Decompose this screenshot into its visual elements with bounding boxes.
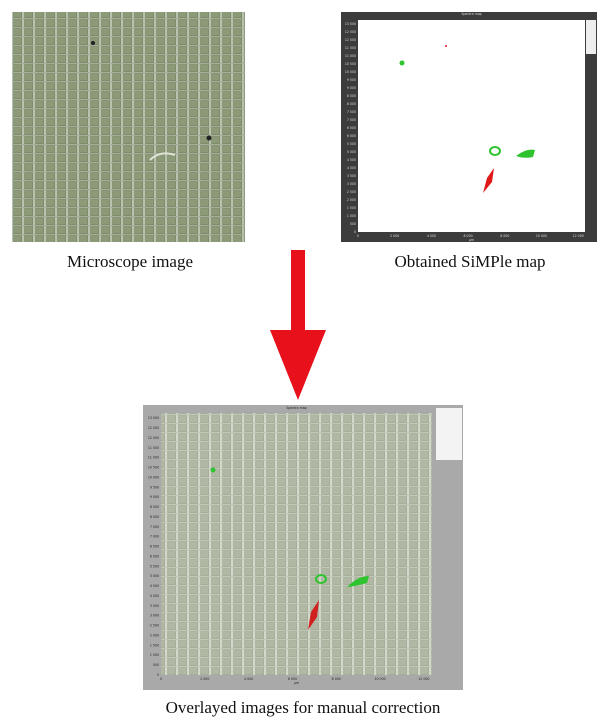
y-tick-label: 8 000 bbox=[347, 102, 356, 106]
y-tick-label: 1 000 bbox=[347, 214, 356, 218]
x-tick-label: 2 000 bbox=[200, 677, 209, 681]
x-tick-label: 12 000 bbox=[418, 677, 429, 681]
y-tick-label: 11 500 bbox=[148, 446, 159, 450]
x-tick-label: 10 000 bbox=[536, 234, 547, 238]
simple-map: Spectra map µm 0 2 000 4 000 6 000 8 000 10 000… bbox=[341, 12, 597, 242]
y-tick-label: 10 500 bbox=[148, 466, 159, 470]
x-axis-label: µm bbox=[294, 681, 299, 685]
green-particle bbox=[211, 468, 216, 473]
figure: Microscope image Spectra map µm 0 2 000 4 00… bbox=[0, 0, 608, 720]
y-tick-label: 5 000 bbox=[347, 150, 356, 154]
y-tick-label: 4 000 bbox=[347, 166, 356, 170]
y-tick-label: 8 500 bbox=[347, 94, 356, 98]
y-tick-label: 10 000 bbox=[148, 475, 159, 479]
caption: Microscope image bbox=[67, 252, 193, 271]
plot-area bbox=[358, 20, 585, 232]
caption: Overlayed images for manual correction bbox=[166, 698, 441, 717]
map-title: Spectra map bbox=[286, 406, 306, 410]
x-tick-label: 2 000 bbox=[390, 234, 399, 238]
y-tick-label: 2 500 bbox=[347, 190, 356, 194]
y-tick-label: 11 000 bbox=[345, 54, 356, 58]
x-tick-label: 6 000 bbox=[288, 677, 297, 681]
y-tick-label: 8 000 bbox=[150, 515, 159, 519]
caption: Obtained SiMPle map bbox=[394, 252, 545, 271]
y-tick-label: 6 000 bbox=[347, 134, 356, 138]
plot-area bbox=[161, 413, 432, 675]
particle bbox=[207, 136, 212, 141]
x-tick-label: 12 000 bbox=[573, 234, 584, 238]
y-tick-label: 500 bbox=[153, 663, 159, 667]
y-tick-label: 12 000 bbox=[148, 436, 159, 440]
y-tick-label: 0 bbox=[157, 673, 159, 677]
arrow bbox=[270, 250, 326, 400]
y-tick-label: 7 500 bbox=[347, 110, 356, 114]
y-tick-label: 4 500 bbox=[150, 584, 159, 588]
y-tick-label: 2 000 bbox=[347, 198, 356, 202]
y-tick-label: 12 500 bbox=[148, 426, 159, 430]
legend bbox=[436, 408, 462, 460]
y-tick-label: 2 000 bbox=[150, 633, 159, 637]
y-tick-label: 11 000 bbox=[148, 456, 159, 460]
y-tick-label: 500 bbox=[350, 222, 356, 226]
y-tick-label: 3 000 bbox=[347, 182, 356, 186]
particle bbox=[445, 45, 447, 47]
y-tick-label: 11 500 bbox=[345, 46, 356, 50]
y-tick-label: 7 000 bbox=[150, 535, 159, 539]
x-axis-label: µm bbox=[469, 238, 474, 242]
y-tick-label: 2 500 bbox=[150, 624, 159, 628]
microscope-image bbox=[12, 12, 245, 242]
y-tick-label: 9 500 bbox=[347, 78, 356, 82]
x-tick-label: 4 000 bbox=[427, 234, 436, 238]
y-tick-label: 3 500 bbox=[347, 174, 356, 178]
y-tick-label: 12 500 bbox=[345, 30, 356, 34]
y-tick-label: 5 000 bbox=[150, 574, 159, 578]
y-tick-label: 5 500 bbox=[150, 564, 159, 568]
overlay-map: Spectra map µm 0 2 000 4 000 6 000 8 000 10 000… bbox=[143, 405, 463, 690]
x-tick-label: 4 000 bbox=[244, 677, 253, 681]
y-tick-label: 10 000 bbox=[345, 70, 356, 74]
x-tick-label: 8 000 bbox=[500, 234, 509, 238]
y-tick-label: 6 500 bbox=[347, 126, 356, 130]
y-tick-label: 1 500 bbox=[150, 643, 159, 647]
green-particle bbox=[400, 61, 405, 66]
y-tick-label: 0 bbox=[354, 230, 356, 234]
y-tick-label: 3 000 bbox=[150, 614, 159, 618]
y-tick-label: 13 000 bbox=[148, 416, 159, 420]
x-tick-label: 8 000 bbox=[332, 677, 341, 681]
y-tick-label: 9 500 bbox=[150, 485, 159, 489]
particle bbox=[91, 41, 95, 45]
y-tick-label: 1 500 bbox=[347, 206, 356, 210]
y-tick-label: 6 500 bbox=[150, 545, 159, 549]
map-title: Spectra map bbox=[461, 12, 481, 16]
x-tick-label: 10 000 bbox=[374, 677, 385, 681]
y-tick-label: 4 500 bbox=[347, 158, 356, 162]
x-tick-label: 0 bbox=[160, 677, 162, 681]
y-tick-label: 3 500 bbox=[150, 604, 159, 608]
y-tick-label: 4 000 bbox=[150, 594, 159, 598]
y-tick-label: 8 500 bbox=[150, 505, 159, 509]
y-tick-label: 13 000 bbox=[345, 22, 356, 26]
y-tick-label: 10 500 bbox=[345, 62, 356, 66]
page: Microscope image Spectra map µm 0 2 000 4 00… bbox=[0, 0, 608, 720]
y-tick-label: 7 500 bbox=[150, 525, 159, 529]
y-tick-label: 9 000 bbox=[347, 86, 356, 90]
y-tick-label: 1 000 bbox=[150, 653, 159, 657]
x-tick-label: 0 bbox=[357, 234, 359, 238]
y-tick-label: 12 000 bbox=[345, 38, 356, 42]
x-tick-label: 6 000 bbox=[464, 234, 473, 238]
legend bbox=[586, 20, 596, 54]
y-tick-label: 9 000 bbox=[150, 495, 159, 499]
y-tick-label: 5 500 bbox=[347, 142, 356, 146]
y-tick-label: 6 000 bbox=[150, 554, 159, 558]
y-tick-label: 7 000 bbox=[347, 118, 356, 122]
